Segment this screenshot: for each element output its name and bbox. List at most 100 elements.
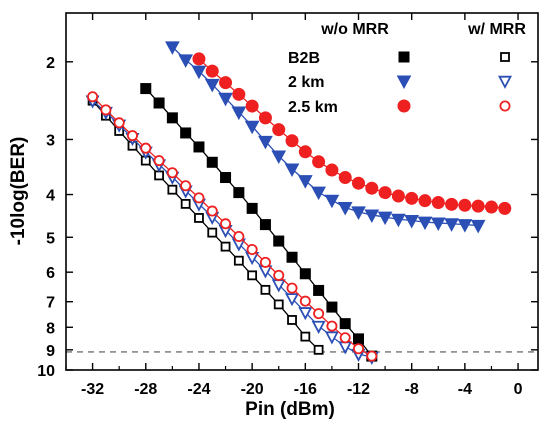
point-b2b-w-mrr bbox=[273, 299, 284, 310]
x-tick-label: -24 bbox=[187, 381, 210, 398]
series-2-5-km-w-mrr bbox=[87, 91, 378, 362]
point-2-5-km-w-o-mrr bbox=[258, 111, 272, 125]
legend-marker-with-mrr bbox=[497, 75, 513, 89]
point-2-5-km-w-o-mrr bbox=[312, 155, 326, 169]
point-2-5-km-w-mrr bbox=[326, 320, 338, 332]
legend-header-with-mrr: w/ MRR bbox=[467, 21, 526, 38]
point-2-5-km-w-o-mrr bbox=[298, 145, 312, 159]
legend: w/o MRR w/ MRR B2B 2 km 2.5 km bbox=[288, 21, 526, 116]
series-b2b-w-mrr bbox=[87, 95, 324, 355]
point-2-km-w-mrr bbox=[311, 320, 326, 334]
point-2-5-km-w-mrr bbox=[220, 218, 232, 230]
point-2-5-km-w-o-mrr bbox=[484, 200, 498, 214]
point-b2b-w-o-mrr bbox=[166, 112, 178, 124]
point-2-5-km-w-o-mrr bbox=[445, 197, 459, 211]
point-2-km-w-o-mrr bbox=[311, 186, 326, 201]
series-line-2-5-km-w-o-mrr bbox=[198, 58, 505, 210]
point-b2b-w-mrr bbox=[287, 315, 297, 325]
point-2-5-km-w-mrr bbox=[246, 244, 258, 256]
series-2-km-w-o-mrr bbox=[165, 41, 486, 234]
point-b2b-w-mrr bbox=[247, 270, 258, 281]
point-b2b-w-mrr bbox=[180, 198, 191, 209]
point-b2b-w-o-mrr bbox=[153, 97, 165, 109]
point-b2b-w-mrr bbox=[194, 213, 204, 223]
point-2-km-w-mrr bbox=[285, 293, 300, 307]
point-2-5-km-w-mrr bbox=[273, 269, 285, 281]
point-2-5-km-w-o-mrr bbox=[365, 181, 379, 195]
point-2-km-w-o-mrr bbox=[391, 213, 406, 228]
y-tick-label: 8 bbox=[46, 320, 55, 337]
point-2-km-w-o-mrr bbox=[231, 106, 247, 121]
x-tick-label: -4 bbox=[458, 381, 472, 398]
point-2-5-km-w-o-mrr bbox=[471, 199, 485, 213]
point-2-5-km-w-o-mrr bbox=[338, 171, 352, 185]
series-line-b2b-w-o-mrr bbox=[145, 88, 373, 357]
x-tick-label: -16 bbox=[294, 381, 317, 398]
point-b2b-w-o-mrr bbox=[313, 284, 325, 296]
point-2-km-w-o-mrr bbox=[337, 201, 353, 216]
x-axis-label: Pin (dBm) bbox=[245, 399, 335, 420]
series-line-2-5-km-w-mrr bbox=[92, 96, 373, 357]
point-2-5-km-w-mrr bbox=[113, 117, 125, 129]
point-2-5-km-w-mrr bbox=[299, 295, 311, 307]
point-2-5-km-w-o-mrr bbox=[272, 123, 286, 137]
point-b2b-w-o-mrr bbox=[220, 172, 232, 184]
point-2-5-km-w-mrr bbox=[193, 192, 205, 204]
point-b2b-w-mrr bbox=[207, 227, 218, 238]
point-b2b-w-o-mrr bbox=[339, 318, 351, 330]
point-2-km-w-o-mrr bbox=[351, 206, 366, 220]
point-2-5-km-w-mrr bbox=[233, 231, 245, 243]
point-2-5-km-w-o-mrr bbox=[391, 189, 405, 203]
point-2-5-km-w-o-mrr bbox=[458, 198, 472, 212]
point-b2b-w-mrr bbox=[300, 331, 311, 342]
y-axis-label: -10log(BER) bbox=[8, 137, 29, 246]
point-2-5-km-w-mrr bbox=[206, 205, 218, 217]
y-tick-label: 9 bbox=[46, 343, 55, 360]
point-2-5-km-w-mrr bbox=[180, 180, 192, 192]
point-2-5-km-w-mrr bbox=[126, 130, 138, 142]
point-b2b-w-o-mrr bbox=[299, 268, 311, 280]
legend-marker-with-mrr bbox=[500, 52, 510, 62]
point-b2b-w-o-mrr bbox=[273, 235, 285, 247]
point-2-km-w-o-mrr bbox=[297, 175, 313, 189]
point-b2b-w-mrr bbox=[154, 170, 164, 181]
x-tick-label: -8 bbox=[405, 381, 419, 398]
point-2-5-km-w-mrr bbox=[259, 256, 271, 268]
series-layer bbox=[85, 41, 512, 366]
point-b2b-w-o-mrr bbox=[233, 187, 245, 199]
point-2-km-w-o-mrr bbox=[364, 209, 380, 224]
legend-label-2-5-km: 2.5 km bbox=[288, 99, 338, 116]
point-2-km-w-mrr bbox=[324, 331, 339, 345]
point-b2b-w-o-mrr bbox=[206, 156, 218, 168]
point-2-5-km-w-mrr bbox=[87, 91, 99, 103]
series-b2b-w-o-mrr bbox=[140, 83, 378, 362]
point-2-5-km-w-o-mrr bbox=[205, 64, 219, 78]
axes-layer: -32 -28 -24 -20 -16 -12 -8 -4 0 2 3 4 5 6 7 8 9 10 bbox=[37, 12, 539, 398]
point-2-km-w-o-mrr bbox=[457, 219, 473, 233]
point-b2b-w-o-mrr bbox=[326, 301, 338, 313]
point-2-km-w-o-mrr bbox=[417, 216, 433, 231]
point-2-km-w-o-mrr bbox=[324, 194, 340, 209]
point-2-5-km-w-o-mrr bbox=[418, 194, 432, 208]
legend-label-b2b: B2B bbox=[288, 50, 320, 67]
series-2-5-km-w-o-mrr bbox=[192, 52, 512, 215]
point-2-km-w-o-mrr bbox=[284, 163, 300, 178]
y-tick-label: 4 bbox=[46, 188, 55, 205]
y-tick-label: 5 bbox=[46, 230, 55, 247]
point-2-5-km-w-o-mrr bbox=[498, 201, 512, 215]
x-tick-label: -32 bbox=[81, 381, 104, 398]
point-2-5-km-w-mrr bbox=[100, 104, 112, 116]
point-2-km-w-o-mrr bbox=[244, 120, 260, 135]
legend-marker-without-mrr bbox=[396, 75, 412, 90]
point-2-5-km-w-o-mrr bbox=[192, 52, 206, 66]
point-b2b-w-mrr bbox=[220, 241, 231, 252]
point-b2b-w-mrr bbox=[167, 184, 178, 195]
point-2-km-w-o-mrr bbox=[165, 41, 180, 55]
plot-frame bbox=[65, 12, 539, 371]
legend-marker-without-mrr bbox=[398, 51, 410, 63]
point-2-5-km-w-mrr bbox=[366, 350, 378, 362]
point-2-km-w-o-mrr bbox=[191, 65, 207, 80]
point-2-5-km-w-o-mrr bbox=[352, 176, 366, 190]
legend-marker-without-mrr bbox=[397, 99, 411, 113]
point-2-5-km-w-mrr bbox=[313, 308, 325, 320]
